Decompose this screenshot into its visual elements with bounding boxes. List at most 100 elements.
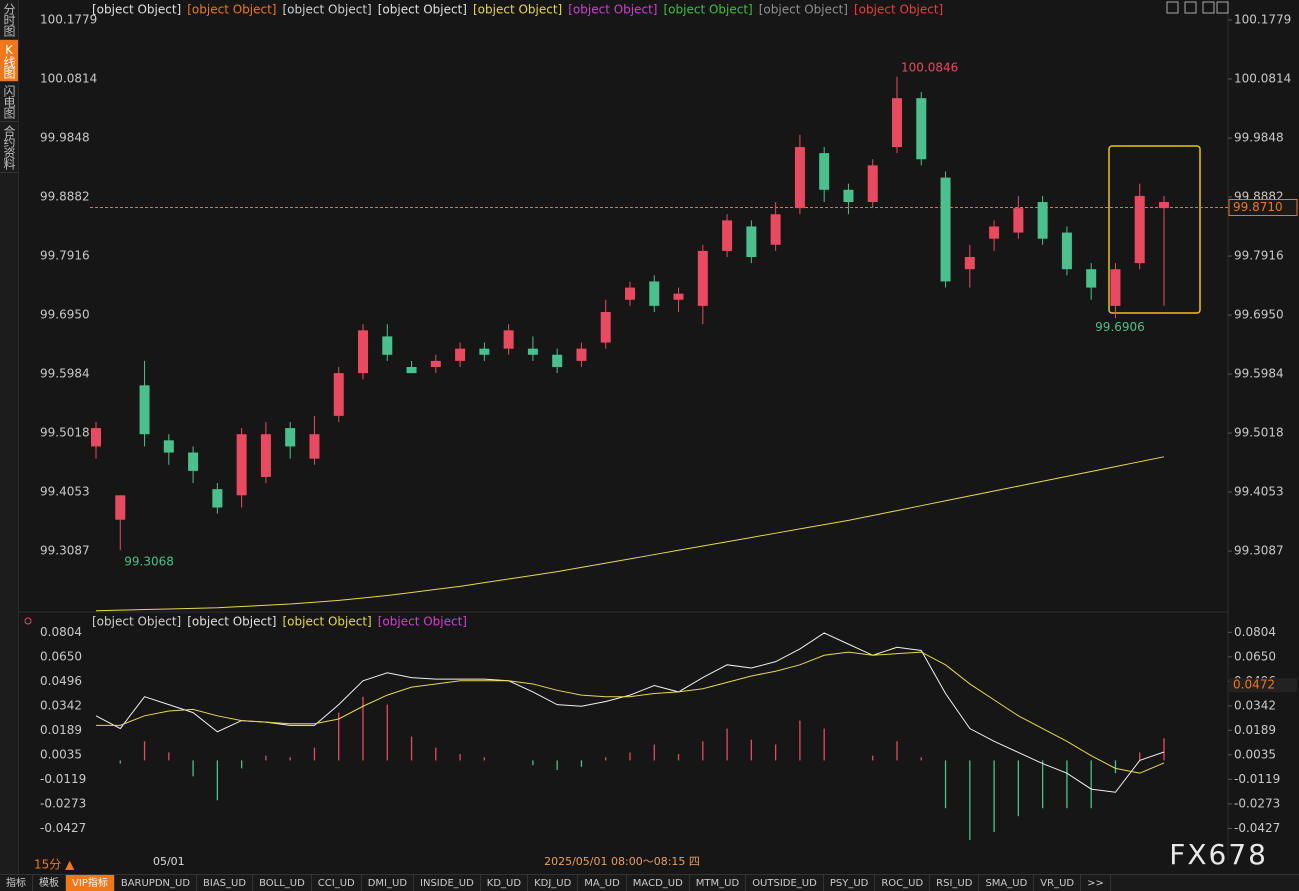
indicator-tab[interactable]: 模板 xyxy=(33,875,66,891)
header-item: [object Object] xyxy=(568,3,657,17)
indicator-tab[interactable]: 指标 xyxy=(0,875,33,891)
ma-line xyxy=(95,456,1165,612)
header-item: [object Object] xyxy=(187,3,276,17)
indicator-tab[interactable]: BIAS_UD xyxy=(197,875,254,891)
candle-body xyxy=(843,189,854,203)
indicator-tab[interactable]: VR_UD xyxy=(1034,875,1082,891)
candle-body xyxy=(285,428,296,447)
y-tick-label: 0.0496 xyxy=(40,674,82,688)
candle-body xyxy=(309,434,320,459)
candle-body xyxy=(867,165,878,203)
icon[interactable] xyxy=(1166,1,1179,14)
icon[interactable] xyxy=(1202,1,1215,14)
y-tick-label: 0.0650 xyxy=(1234,649,1276,663)
icon[interactable] xyxy=(1216,1,1229,14)
candle-body xyxy=(188,452,199,471)
y-tick-label: -0.0427 xyxy=(40,821,86,835)
indicator-tab[interactable]: MA_UD xyxy=(578,875,627,891)
sidebar: 分时图 K线图 闪电图 合约资料 xyxy=(0,0,19,874)
y-tick-label: 100.1779 xyxy=(1234,13,1291,27)
y-tick-label: -0.0119 xyxy=(40,772,86,786)
y-tick-label: 0.0189 xyxy=(1234,723,1276,737)
y-tick-label: 0.0804 xyxy=(40,625,82,639)
indicator-tab[interactable]: KD_UD xyxy=(481,875,529,891)
indicator-tab[interactable]: BOLL_UD xyxy=(253,875,312,891)
candle-body xyxy=(260,434,271,477)
indicator-tab[interactable]: >> xyxy=(1081,875,1111,891)
indicator-tab[interactable]: MACD_UD xyxy=(627,875,690,891)
indicator-tab[interactable]: DMI_UD xyxy=(362,875,415,891)
header-item: [object Object] xyxy=(664,3,753,17)
candle-body xyxy=(600,312,611,343)
y-tick-label: -0.0119 xyxy=(1234,772,1280,786)
header-item: [object Object] xyxy=(473,3,562,17)
current-label: 0.0472 xyxy=(1233,678,1275,692)
indicator-tab[interactable]: RSI_UD xyxy=(930,875,980,891)
candle-body xyxy=(1086,269,1097,288)
indicator-tab[interactable]: SMA_UD xyxy=(979,875,1035,891)
indicator-tab[interactable]: CCI_UD xyxy=(312,875,362,891)
sidebar-tab[interactable]: K线图 xyxy=(0,40,18,82)
candle-body xyxy=(1159,202,1169,209)
candle-body xyxy=(479,348,490,355)
sidebar-tab[interactable]: 闪电图 xyxy=(0,82,18,122)
candle-body xyxy=(746,226,757,258)
sidebar-tab[interactable]: 分时图 xyxy=(0,0,18,40)
indicator-tab[interactable]: OUTSIDE_UD xyxy=(746,875,824,891)
candle-body xyxy=(382,336,393,355)
sidebar-tab[interactable]: 合约资料 xyxy=(0,122,18,173)
y-tick-label: -0.0273 xyxy=(1234,796,1280,810)
candle-body xyxy=(212,489,223,508)
icon[interactable] xyxy=(1184,1,1197,14)
candle-body xyxy=(139,385,150,435)
period-label[interactable]: 15分 ▲ xyxy=(34,858,75,872)
candle-body xyxy=(916,98,927,160)
y-tick-label: 0.0035 xyxy=(40,747,82,761)
candle-body xyxy=(236,434,247,496)
candle-body xyxy=(794,147,805,209)
macd-legend: [object Object] xyxy=(283,615,372,629)
candle-body xyxy=(892,98,902,148)
y-tick-label: 99.4053 xyxy=(40,485,90,499)
y-tick-label: 99.4053 xyxy=(1234,485,1284,499)
tab-bar: 指标 模板 VIP指标 BARUPDN_UD BIAS_UD BOLL_UD CCI_UD D… xyxy=(0,874,1299,891)
macd-legend: [object Object] xyxy=(92,615,181,629)
candle-body xyxy=(697,250,708,306)
macd-legend: [object Object] xyxy=(187,615,276,629)
y-tick-label: 99.9848 xyxy=(1234,130,1284,144)
y-tick-label: 0.0804 xyxy=(1234,625,1276,639)
candle-body xyxy=(940,177,951,282)
y-tick-label: 99.5018 xyxy=(40,426,90,440)
y-tick-label: 99.6950 xyxy=(1234,308,1284,322)
candle-body xyxy=(406,366,417,374)
indicator-tab[interactable]: MTM_UD xyxy=(690,875,747,891)
indicator-tab[interactable]: PSY_UD xyxy=(824,875,876,891)
candle-body xyxy=(819,153,830,190)
indicator-tab[interactable]: INSIDE_UD xyxy=(414,875,481,891)
y-tick-label: 0.0650 xyxy=(40,649,82,663)
candle-body xyxy=(503,330,514,349)
candle-body xyxy=(964,257,975,270)
toolbar-icons xyxy=(1166,1,1229,14)
settings-icon[interactable] xyxy=(24,617,32,625)
candle-body xyxy=(430,360,441,367)
y-tick-label: 99.5984 xyxy=(40,367,90,381)
indicator-tab[interactable]: BARUPDN_UD xyxy=(115,875,198,891)
y-tick-label: 0.0342 xyxy=(40,698,82,712)
y-tick-label: 100.0814 xyxy=(1234,71,1291,85)
y-tick-label: 99.7916 xyxy=(1234,249,1284,263)
indicator-tab[interactable]: KDJ_UD xyxy=(528,875,579,891)
candle-body xyxy=(1061,232,1072,270)
candle-body xyxy=(649,281,660,306)
candle-body xyxy=(552,354,563,367)
macd-line xyxy=(96,651,1165,774)
candle-body xyxy=(455,348,466,361)
y-tick-label: 100.1779 xyxy=(40,13,97,27)
indicator-tab[interactable]: ROC_UD xyxy=(875,875,931,891)
highlight-box xyxy=(1108,145,1201,314)
header-item: [object Object] xyxy=(378,3,467,17)
candle-body xyxy=(576,348,587,361)
indicator-tab[interactable]: VIP指标 xyxy=(66,875,115,891)
